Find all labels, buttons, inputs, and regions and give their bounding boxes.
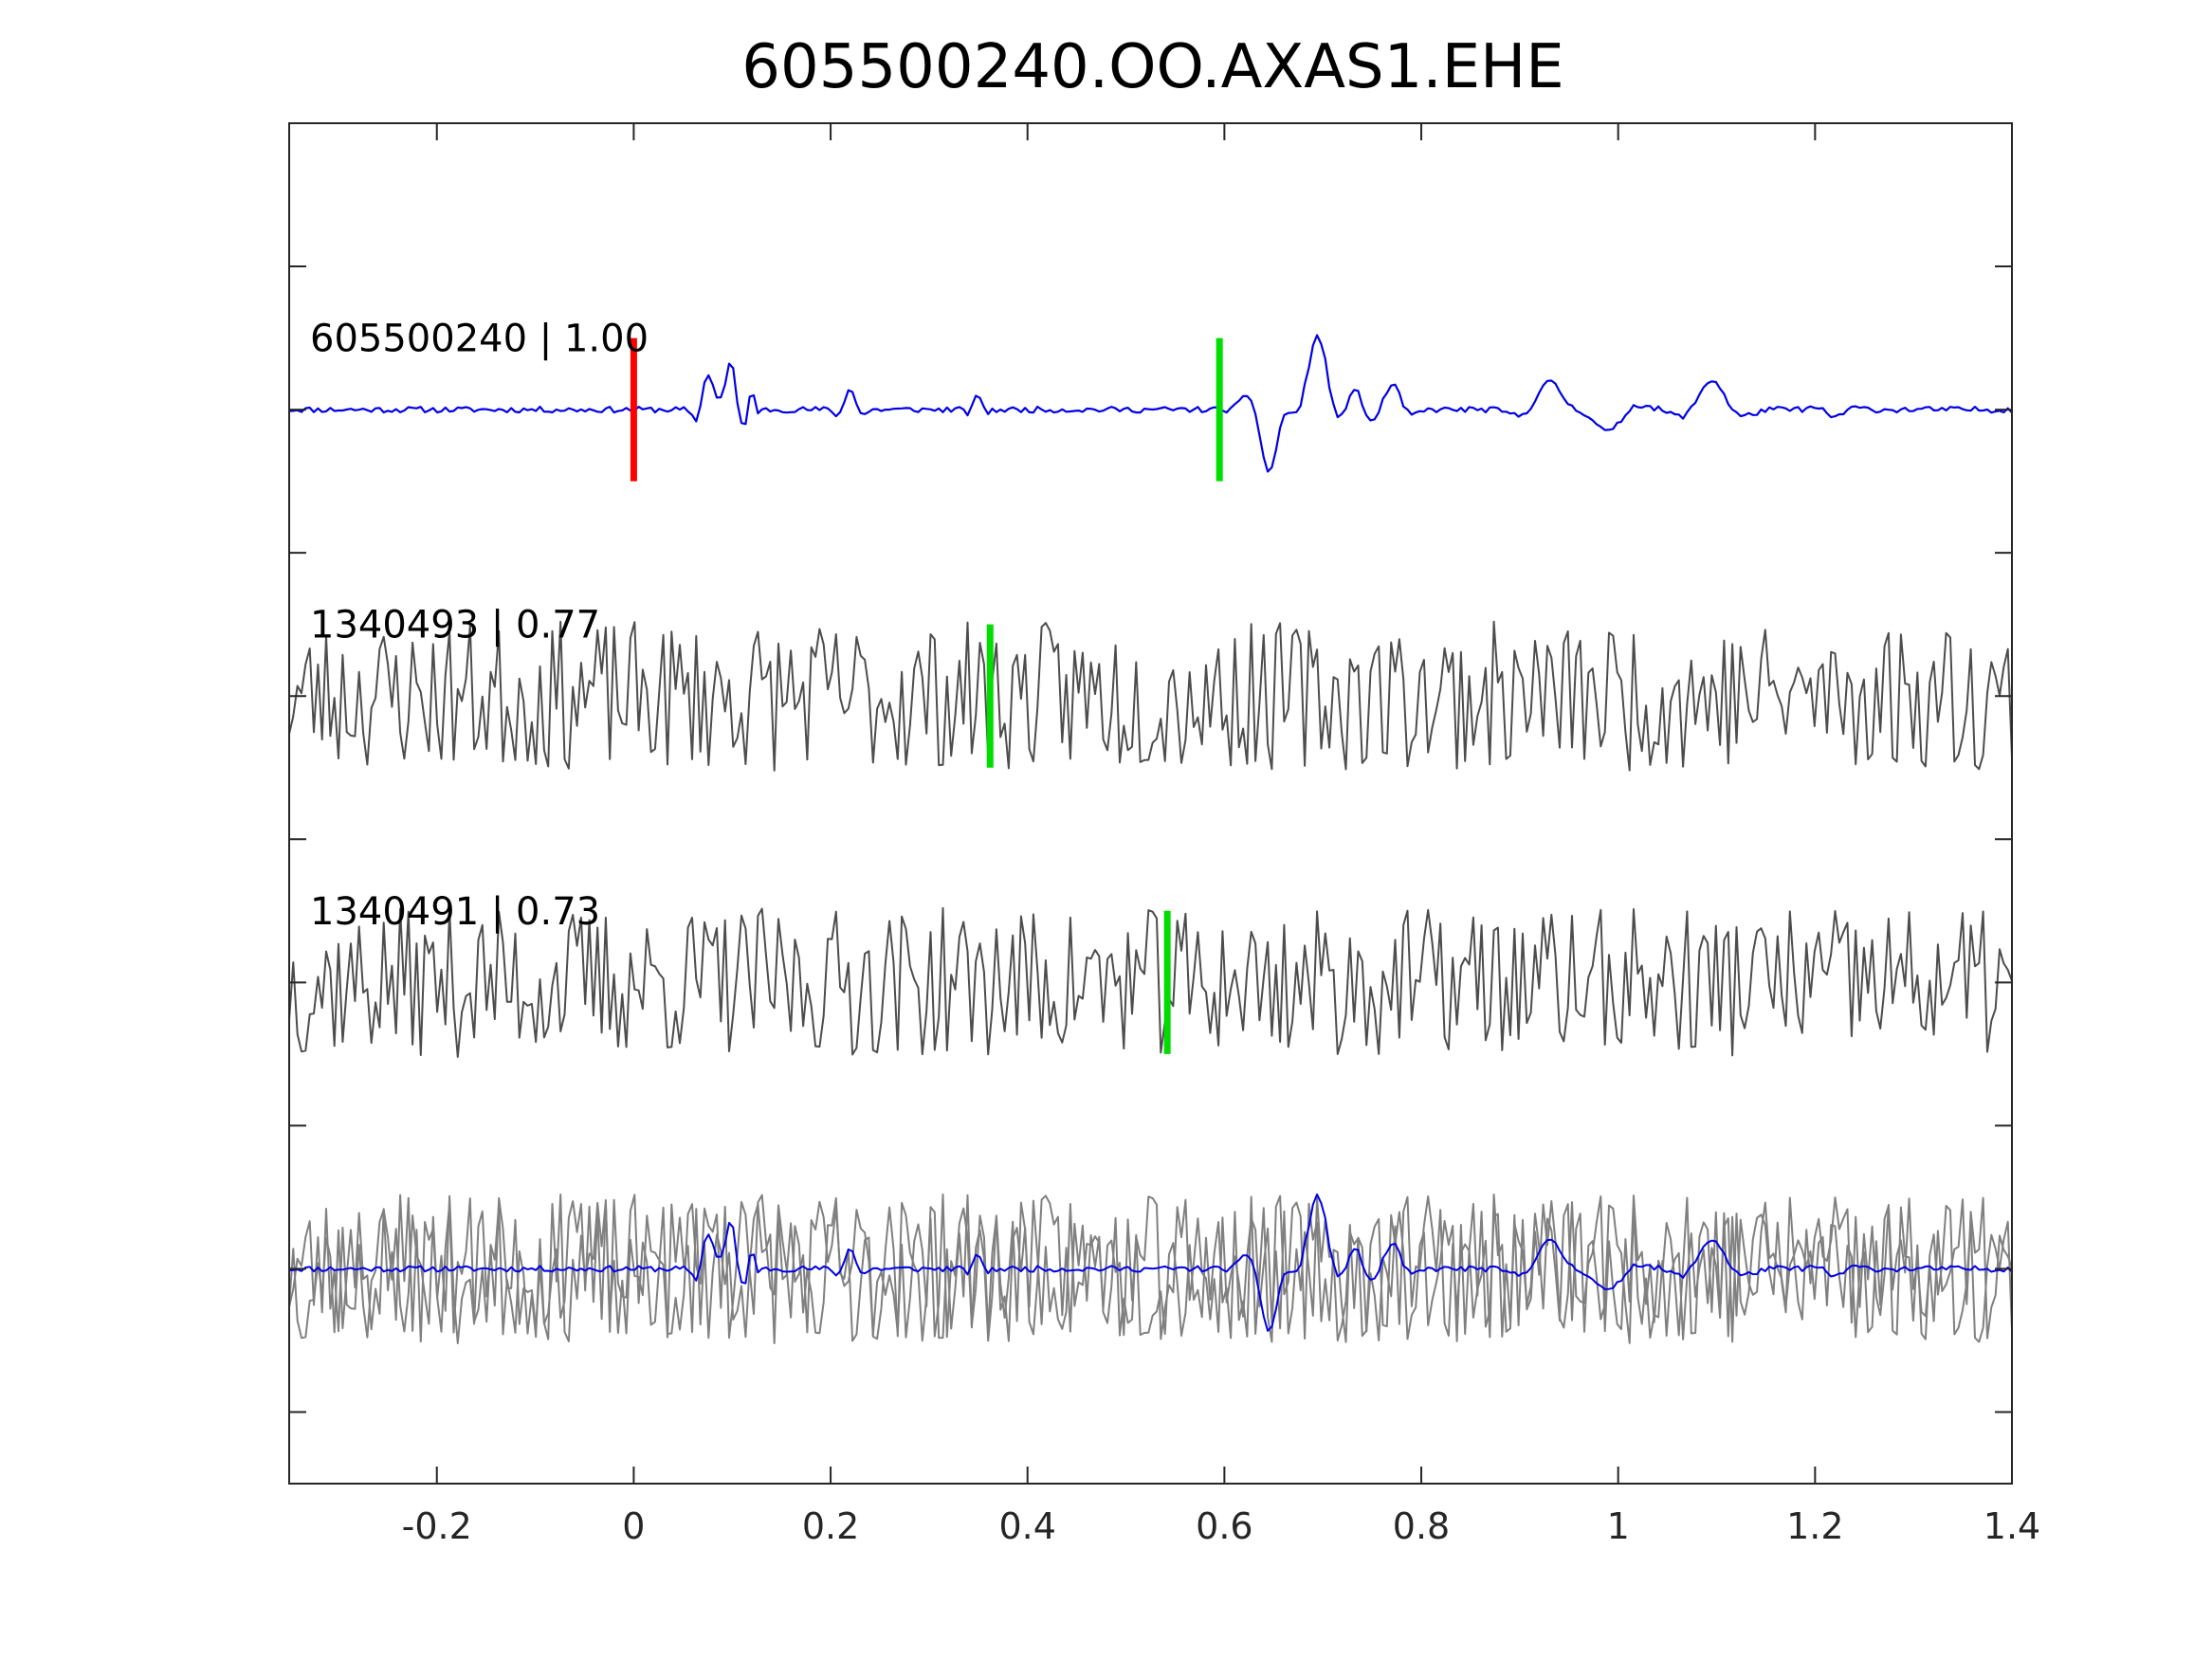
x-tick-label: 0.6: [1196, 1505, 1252, 1547]
x-tick-label: 0.4: [998, 1505, 1055, 1547]
trace-label-605500240: 605500240 | 1.00: [310, 318, 649, 361]
x-tick-label: 1: [1607, 1505, 1630, 1547]
x-tick-label: 0.8: [1393, 1505, 1450, 1547]
x-tick-label: 1.4: [1983, 1505, 2040, 1547]
plot-area: 605500240 | 1.00 1340493 | 0.77 1340491 | …: [288, 318, 2013, 1344]
axes-frame: [288, 122, 2013, 1485]
chart-title: 605500240.OO.AXAS1.EHE: [741, 32, 1563, 102]
trace-labels-group: 605500240 | 1.00 1340493 | 0.77 1340491 | …: [310, 318, 649, 934]
x-tick-label: 0.2: [802, 1505, 859, 1547]
stack-line-1340491: [288, 1194, 2013, 1344]
trace-line-605500240: [288, 334, 2013, 473]
stack-line-1340493: [288, 1194, 2013, 1344]
picks-group: [630, 337, 1223, 1054]
trace-line-1340491: [288, 906, 2013, 1058]
trace-label-1340491: 1340491 | 0.73: [310, 890, 600, 934]
stack-line-605500240: [288, 1193, 2013, 1332]
trace-label-1340493: 1340493 | 0.77: [310, 604, 600, 647]
x-tick-label: 0: [622, 1505, 645, 1547]
traces-group: [288, 334, 2013, 1344]
x-tick-label: -0.2: [402, 1505, 472, 1547]
axis-ticks-group: -0.2 0 0.2 0.4 0.6 0.8 1 1.2 1.4: [289, 123, 2040, 1547]
trace-line-1340493: [288, 620, 2013, 772]
x-tick-label: 1.2: [1786, 1505, 1843, 1547]
